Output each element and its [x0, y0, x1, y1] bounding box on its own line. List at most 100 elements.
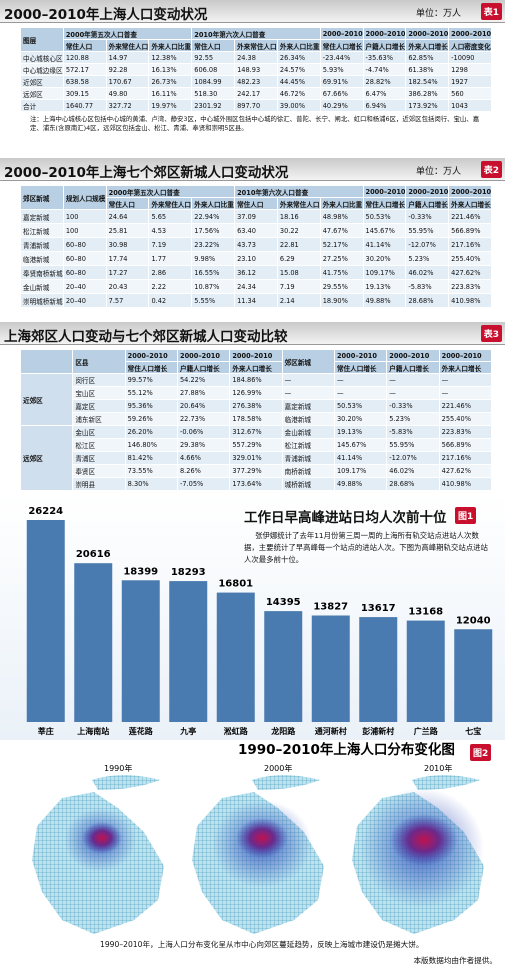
group-header: 2000–2010 — [386, 349, 440, 362]
cell: 148.93 — [234, 63, 278, 76]
cell: 南桥新城 — [281, 464, 335, 478]
cell: 松江新城 — [281, 438, 335, 452]
cell: 99.57% — [124, 373, 178, 387]
group-header: 2000–2010 — [124, 349, 178, 362]
map-2000: 2000年 — [192, 763, 324, 934]
cell: — — [386, 373, 440, 387]
cell: 255.40% — [448, 251, 492, 266]
cell: 36.12 — [234, 265, 278, 280]
bar — [216, 592, 255, 722]
header-cell: 户籍人口增长 — [176, 361, 231, 374]
cell: 5.55% — [191, 293, 236, 308]
header-cell: 人口密度变化(人/km2) — [448, 39, 492, 52]
cell: 109.17% — [333, 464, 388, 478]
header-cell: 外来人口增长 — [448, 197, 492, 210]
cell: 2301.92 — [191, 99, 236, 112]
group-header: 2000–2010 — [448, 27, 492, 40]
cell: 15.08 — [276, 265, 321, 280]
cell: 2.14 — [276, 293, 321, 308]
cell: 10.87% — [191, 279, 236, 294]
cell: -0.33% — [386, 399, 440, 413]
chart-title: 工作日早高峰进站日均人次前十位 — [244, 510, 447, 526]
table: 图层 2000年第五次人口普查 2010年第六次人口普查 2000–2010 2000–… — [20, 27, 492, 112]
cell: 184.86% — [229, 373, 283, 387]
header-cell: 图层 — [20, 27, 64, 52]
cell: 5.23% — [386, 412, 440, 426]
cell: — — [333, 373, 388, 387]
cell: 63.40 — [234, 223, 278, 238]
cell: 27.88% — [176, 386, 231, 400]
cell: 560 — [448, 87, 492, 100]
source: 本版数据均由作者提供。 — [413, 956, 497, 965]
cell: 69.91% — [319, 75, 364, 88]
row: 中心城核心区 120.88 14.97 12.38% 92.55 24.38 26.34% -… — [20, 51, 492, 64]
bar — [454, 629, 493, 722]
row: 浦东新区 59.26% 22.73% 178.58% 临港新城 30.20% 5.23% 25… — [21, 412, 493, 426]
cell: 24.64 — [105, 209, 150, 224]
cell: 松江区 — [72, 438, 126, 452]
cell: 49.88% — [362, 293, 407, 308]
cell: 44.45% — [276, 75, 321, 88]
cell: 606.08 — [191, 63, 236, 76]
cell: 19.13% — [333, 425, 388, 439]
cell: 49.80 — [105, 87, 150, 100]
cell: 20–40 — [62, 279, 107, 294]
cell: 120.88 — [62, 51, 107, 64]
group-header: 2000–2010 — [405, 185, 450, 198]
group-header: 2000年第五次人口普查 — [105, 185, 236, 198]
cell: 43.73 — [234, 237, 278, 252]
header-cell: 外来人口比重 — [148, 39, 193, 52]
cell: 146.80% — [124, 438, 178, 452]
map-label: 2010年 — [424, 763, 452, 773]
cell: 46.72% — [276, 87, 321, 100]
value-label: 16801 — [218, 579, 253, 590]
cell: 92.28 — [105, 63, 150, 76]
value-label: 18293 — [171, 567, 206, 578]
cell: 47.67% — [319, 223, 364, 238]
value-label: 26224 — [28, 506, 63, 517]
region-cell: 近郊区 — [19, 373, 74, 426]
cell: 嘉定新城 — [281, 399, 335, 413]
x-tick-label: 九亭 — [179, 726, 196, 736]
cell: 17.74 — [105, 251, 150, 266]
cell: 宝山区 — [72, 386, 126, 400]
cell: 金山新城 — [20, 279, 64, 294]
chart: 26224 莘庄 20616 上海南站 18399 莲花路 18293 九亭 16801 淞虹路 1… — [26, 506, 493, 736]
cell: 427.62% — [448, 265, 492, 280]
map-1990: 1990年 — [32, 763, 164, 934]
cell: 221.46% — [448, 209, 492, 224]
cell: 24.57% — [276, 63, 321, 76]
bar — [264, 611, 303, 722]
cell: 29.55% — [319, 279, 364, 294]
cell: 377.29% — [229, 464, 283, 478]
badge: 图1 — [455, 507, 477, 524]
cell: 566.89% — [438, 438, 493, 452]
cell: 远郊区 — [20, 87, 64, 100]
cell: 18.90% — [319, 293, 364, 308]
header-cell: 外来常住人口 — [148, 197, 193, 210]
header-cell: 常住人口增长 — [124, 361, 178, 374]
cell: 48.98% — [319, 209, 364, 224]
cell: -10090 — [448, 51, 492, 64]
bar — [169, 581, 208, 722]
cell: 近郊区 — [20, 75, 64, 88]
map-section: 1990–2010年上海人口分布变化图 1990年 2000年 2010年 图2… — [0, 740, 505, 975]
cell: 518.30 — [191, 87, 236, 100]
row: 青浦新城 60–80 30.98 7.19 23.22% 43.73 22.81 52.17%… — [20, 237, 492, 252]
value-label: 18399 — [123, 566, 158, 577]
cell: 312.67% — [229, 425, 283, 439]
table: 区县 2000–2010 2000–2010 2000–2010 郊区新城 2000–20… — [19, 349, 493, 491]
cell: 49.88% — [333, 477, 388, 491]
cell: 0.42 — [148, 293, 193, 308]
x-tick-label: 淞虹路 — [224, 726, 249, 736]
header-cell: 常住人口 — [191, 39, 236, 52]
group-header: 2000–2010 — [319, 27, 364, 40]
cell: 55.95% — [386, 438, 440, 452]
group-header: 2000–2010 — [448, 185, 492, 198]
cell: 897.70 — [234, 99, 278, 112]
cell: 19.97% — [148, 99, 193, 112]
row: 奉贤南桥新城 60–80 17.27 2.86 16.55% 36.12 15.08 41.7… — [20, 265, 492, 280]
header-cell: 外来常住人口 — [276, 197, 321, 210]
cell: 29.38% — [176, 438, 231, 452]
cell: 2.22 — [148, 279, 193, 294]
